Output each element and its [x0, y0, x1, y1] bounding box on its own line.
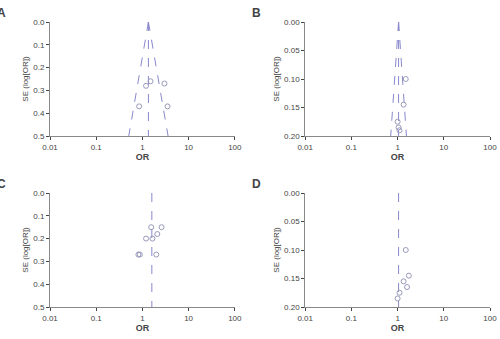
svg-text:1: 1 [140, 314, 145, 323]
svg-text:0.3: 0.3 [33, 86, 45, 95]
svg-text:100: 100 [483, 143, 497, 152]
svg-text:0.05: 0.05 [284, 217, 300, 226]
svg-text:0.01: 0.01 [297, 143, 313, 152]
svg-text:0.00: 0.00 [284, 189, 300, 198]
svg-text:0.4: 0.4 [33, 280, 45, 289]
svg-text:0.1: 0.1 [346, 314, 358, 323]
svg-text:0.1: 0.1 [33, 41, 45, 50]
svg-text:0.00: 0.00 [284, 18, 300, 27]
svg-text:0.2: 0.2 [33, 234, 45, 243]
svg-text:0.2: 0.2 [33, 63, 45, 72]
svg-text:0.10: 0.10 [284, 75, 300, 84]
svg-text:1: 1 [395, 143, 400, 152]
svg-text:1: 1 [140, 143, 145, 152]
svg-text:0.5: 0.5 [33, 303, 45, 312]
svg-text:D: D [252, 177, 261, 191]
svg-text:0.15: 0.15 [284, 274, 300, 283]
svg-text:1: 1 [395, 314, 400, 323]
svg-text:OR: OR [136, 323, 150, 333]
svg-text:OR: OR [391, 152, 405, 162]
svg-text:0.01: 0.01 [297, 314, 313, 323]
svg-text:OR: OR [136, 152, 150, 162]
svg-text:0.05: 0.05 [284, 46, 300, 55]
svg-text:10: 10 [184, 314, 193, 323]
svg-text:0.1: 0.1 [346, 143, 358, 152]
svg-text:SE (log[OR]): SE (log[OR]) [21, 56, 30, 102]
svg-text:0.1: 0.1 [91, 314, 103, 323]
svg-text:0.0: 0.0 [33, 189, 45, 198]
svg-text:0.1: 0.1 [91, 143, 103, 152]
svg-text:100: 100 [228, 143, 242, 152]
svg-text:SE (log[OR]): SE (log[OR]) [272, 56, 281, 102]
svg-text:10: 10 [184, 143, 193, 152]
svg-text:0.10: 0.10 [284, 246, 300, 255]
svg-text:OR: OR [391, 323, 405, 333]
svg-text:100: 100 [483, 314, 497, 323]
svg-text:0.01: 0.01 [42, 314, 58, 323]
svg-text:0.5: 0.5 [33, 132, 45, 141]
svg-text:SE (log[OR]): SE (log[OR]) [21, 227, 30, 273]
svg-text:B: B [252, 6, 261, 20]
svg-text:SE (log[OR]): SE (log[OR]) [272, 227, 281, 273]
svg-text:10: 10 [439, 314, 448, 323]
svg-text:0.4: 0.4 [33, 109, 45, 118]
svg-text:0.1: 0.1 [33, 212, 45, 221]
svg-text:0.20: 0.20 [284, 132, 300, 141]
svg-text:C: C [0, 177, 6, 191]
svg-text:0.01: 0.01 [42, 143, 58, 152]
svg-text:100: 100 [228, 314, 242, 323]
svg-text:0.0: 0.0 [33, 18, 45, 27]
svg-text:A: A [0, 6, 6, 20]
svg-text:0.3: 0.3 [33, 257, 45, 266]
svg-text:0.20: 0.20 [284, 303, 300, 312]
svg-text:10: 10 [439, 143, 448, 152]
svg-text:0.15: 0.15 [284, 103, 300, 112]
